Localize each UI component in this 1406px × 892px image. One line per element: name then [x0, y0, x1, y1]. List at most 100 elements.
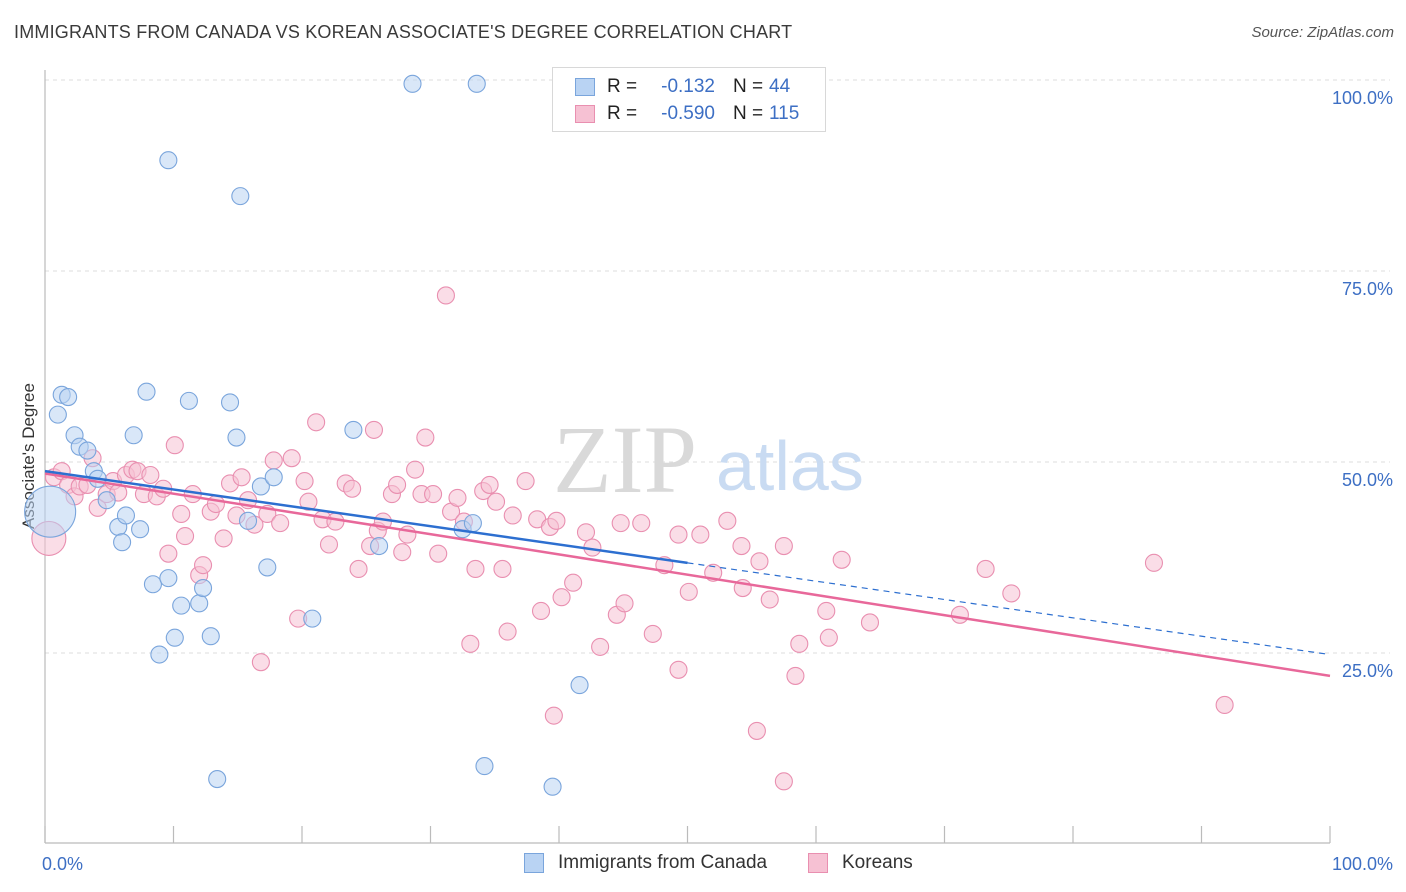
korean-point [615, 594, 634, 613]
korean-point [790, 634, 809, 653]
canada-point [220, 393, 240, 412]
korean-point [747, 721, 766, 740]
legend-n-value: 44 [769, 76, 791, 97]
korean-point [436, 286, 455, 305]
canada-point [251, 477, 270, 496]
korean-point [718, 511, 737, 530]
korean-point [493, 559, 512, 579]
canada-trend-line [44, 469, 688, 565]
y-tick-label: 50.0% [1342, 470, 1393, 490]
canada-point [238, 511, 258, 530]
korean-point [251, 653, 270, 672]
legend-item-koreans[interactable]: Koreans [808, 852, 913, 874]
korean-point [264, 451, 283, 470]
chart-title: IMMIGRANTS FROM CANADA VS KOREAN ASSOCIA… [14, 22, 793, 42]
korean-point [774, 772, 793, 791]
legend-swatch-pink [575, 105, 595, 123]
canada-point [59, 388, 78, 407]
korean-point [319, 535, 339, 554]
korean-point [307, 413, 326, 432]
canada-point [570, 676, 589, 695]
korean-point [531, 601, 551, 621]
canada-point [150, 645, 169, 664]
watermark-atlas: atlas [716, 427, 864, 505]
canada-point [179, 391, 198, 410]
canada-point [467, 74, 486, 93]
canada-point [403, 74, 422, 93]
korean-point [406, 460, 425, 479]
korean-point [786, 666, 805, 685]
canada-point [124, 426, 143, 445]
korean-point [448, 488, 467, 507]
korean-point [860, 613, 880, 632]
korean-point [691, 525, 710, 544]
canada-point [463, 514, 482, 533]
legend-n-label: N = [733, 103, 764, 124]
korean-point [817, 601, 836, 621]
legend-r-label: R = [607, 103, 638, 124]
korean-point [461, 634, 480, 653]
korean-point [429, 544, 448, 563]
korean-point [498, 622, 517, 641]
correlation-legend: R = -0.132 N = 44 R = -0.590 N = 115 [552, 67, 826, 132]
korean-point [669, 525, 688, 544]
korean-point [141, 465, 160, 485]
korean-point [176, 527, 195, 546]
canada-point [258, 558, 277, 577]
korean-point [424, 485, 443, 504]
legend-r-label: R = [607, 76, 638, 97]
canada-point [137, 382, 156, 401]
korean-point [819, 628, 838, 647]
canada-trend-line-extension [687, 562, 1331, 656]
watermark-zip: ZIP [553, 406, 697, 513]
korean-point [564, 573, 583, 592]
korean-point [1144, 553, 1164, 572]
korean-point [669, 660, 688, 679]
korean-point [388, 475, 407, 494]
canada-point [48, 405, 67, 424]
canada-point [159, 151, 178, 170]
korean-point [1215, 695, 1234, 715]
korean-point [591, 637, 610, 656]
canada-point [264, 468, 283, 487]
korean-point [393, 543, 412, 562]
canada-point [78, 441, 97, 460]
koreans-points [31, 286, 1234, 791]
korean-point [774, 536, 793, 556]
legend-label-koreans: Koreans [842, 852, 913, 873]
korean-point [976, 559, 995, 579]
korean-point [349, 559, 368, 579]
korean-point [732, 536, 751, 556]
canada-point [172, 596, 191, 615]
legend-r-value: -0.590 [661, 103, 715, 124]
korean-point [486, 492, 506, 511]
axes [44, 70, 1331, 844]
korean-point [950, 605, 969, 624]
canada-point [113, 533, 132, 552]
legend-item-canada[interactable]: Immigrants from Canada [524, 852, 767, 874]
korean-point [282, 449, 301, 468]
korean-point [576, 523, 596, 542]
korean-point [364, 420, 384, 439]
legend-swatch-blue [575, 78, 595, 96]
canada-point [303, 609, 322, 628]
y-tick-label: 100.0% [1332, 88, 1393, 108]
koreans-trend-line [44, 472, 1331, 678]
y-tick-label: 25.0% [1342, 661, 1393, 681]
korean-point [480, 475, 499, 494]
korean-point [343, 479, 362, 498]
korean-point [611, 514, 630, 533]
korean-point [326, 512, 345, 531]
canada-point [201, 627, 220, 646]
x-tick-label: 100.0% [1332, 854, 1393, 874]
canada-point [344, 420, 363, 439]
canada-point [208, 770, 227, 789]
y-tick-labels: 25.0% 50.0% 75.0% 100.0% [1332, 88, 1393, 681]
canada-point [190, 594, 209, 613]
legend-r-value: -0.132 [661, 76, 715, 97]
canada-point [165, 628, 184, 647]
canada-point [475, 757, 494, 776]
legend-row-koreans: R = -0.590 N = 115 [575, 101, 799, 127]
korean-point [632, 514, 651, 533]
korean-point [271, 514, 290, 533]
